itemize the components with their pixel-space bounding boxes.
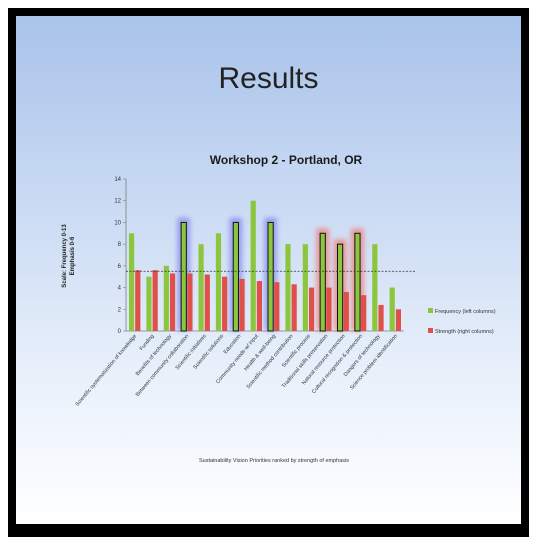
y-tick-label: 4 (118, 286, 122, 292)
slide: Results Workshop 2 - Portland, OR Scale:… (16, 16, 521, 524)
strength-bar (256, 281, 263, 331)
legend-swatch (428, 308, 433, 313)
strength-bar (274, 282, 280, 331)
y-tick-labels: 0 2 4 6 8 10 12 14 (114, 177, 126, 335)
x-tick-labels: Scientific systematization of knowledge F… (75, 333, 399, 408)
strength-bar (222, 276, 228, 331)
y-tick-label: 14 (114, 177, 121, 183)
strength-bar (291, 284, 297, 331)
y-tick-label: 10 (114, 220, 121, 226)
frequency-bar (250, 200, 256, 331)
frequency-bar (146, 276, 152, 331)
strength-bar (152, 270, 158, 331)
strength-bar (378, 304, 384, 331)
strength-bar (135, 270, 141, 331)
x-tick-label: Scientific systematization of knowledge (75, 333, 139, 407)
strength-bar (326, 287, 332, 331)
frequency-bar (354, 232, 361, 332)
strength-bar (361, 295, 367, 331)
frequency-bar (267, 221, 274, 332)
frequency-bar (336, 243, 344, 332)
y-tick-label: 2 (118, 307, 122, 313)
frequency-bar (232, 221, 239, 332)
frequency-bar (302, 244, 308, 331)
frequency-bar (389, 287, 395, 331)
frequency-bar (163, 265, 169, 331)
frequency-bar (215, 233, 222, 331)
frequency-bar (319, 232, 326, 332)
slide-frame: Results Workshop 2 - Portland, OR Scale:… (8, 8, 529, 537)
strength-bar (343, 291, 349, 331)
strength-bar (204, 274, 210, 331)
bar-chart: Workshop 2 - Portland, OR Scale: Frequen… (62, 153, 496, 464)
x-tick-label: Scientific initiatives (175, 333, 208, 371)
legend: Frequency (left columns) Strength (right … (428, 308, 496, 335)
strength-bar (169, 273, 176, 331)
y-tick-label: 8 (118, 242, 122, 248)
legend-swatch (428, 328, 433, 333)
frequency-bar (372, 244, 378, 331)
y-axis-label-line: Scale: Frequency 0-13 (62, 224, 68, 288)
x-axis-label: Sustainability Vision Priorities ranked … (199, 458, 349, 464)
y-tick-label: 6 (118, 264, 122, 270)
slide-title: Results (218, 62, 319, 95)
x-tick-label: Health & well-being (243, 333, 277, 372)
strength-bar (395, 309, 402, 331)
bars (126, 200, 416, 332)
chart-title: Workshop 2 - Portland, OR (210, 153, 363, 167)
frequency-bar (198, 244, 204, 331)
strength-bar (187, 273, 193, 331)
y-tick-label: 0 (118, 329, 122, 335)
strength-bar (308, 287, 315, 331)
frequency-bar (180, 221, 187, 332)
legend-label: Frequency (left columns) (435, 309, 496, 315)
y-axis-label: Scale: Frequency 0-13 Emphasis 0-6 (62, 224, 76, 288)
legend-label: Strength (right columns) (435, 329, 494, 335)
frequency-bar (128, 233, 135, 331)
frequency-bar (285, 244, 291, 331)
x-tick-label: Funding (139, 333, 156, 352)
strength-bar (239, 278, 245, 331)
y-axis-label-line: Emphasis 0-6 (70, 236, 76, 275)
y-tick-label: 12 (114, 199, 121, 205)
